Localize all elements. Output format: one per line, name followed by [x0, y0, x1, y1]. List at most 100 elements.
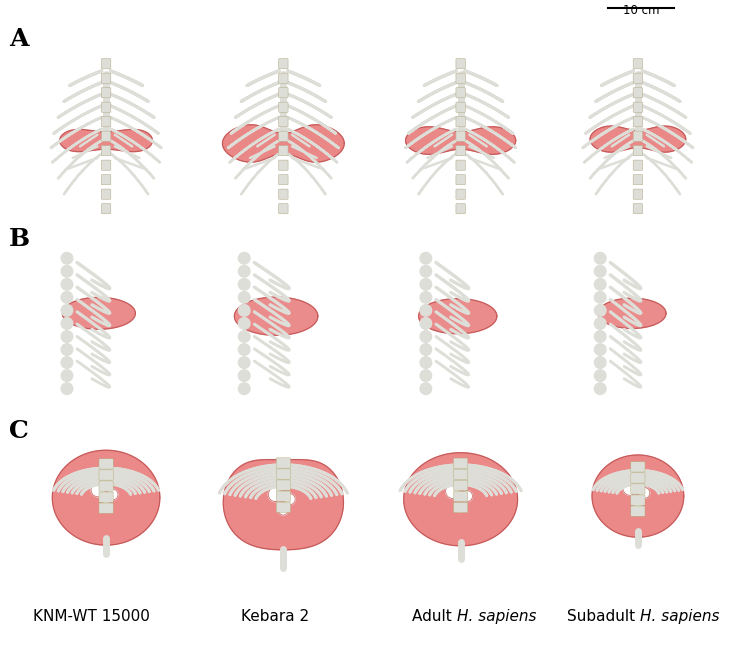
Circle shape — [107, 489, 118, 500]
Circle shape — [623, 481, 637, 495]
FancyBboxPatch shape — [456, 160, 465, 171]
Circle shape — [61, 305, 73, 316]
FancyBboxPatch shape — [633, 203, 643, 214]
Circle shape — [61, 344, 73, 355]
Text: A: A — [9, 27, 29, 51]
Circle shape — [594, 383, 606, 395]
Text: KNM-WT 15000: KNM-WT 15000 — [33, 609, 150, 625]
Polygon shape — [235, 297, 318, 335]
Circle shape — [594, 357, 606, 368]
FancyBboxPatch shape — [631, 484, 645, 494]
FancyBboxPatch shape — [99, 481, 113, 491]
Circle shape — [462, 490, 473, 502]
Circle shape — [238, 291, 250, 303]
FancyBboxPatch shape — [454, 469, 468, 479]
FancyBboxPatch shape — [633, 131, 643, 141]
FancyBboxPatch shape — [279, 117, 288, 127]
FancyBboxPatch shape — [99, 492, 113, 502]
FancyBboxPatch shape — [633, 145, 643, 156]
FancyBboxPatch shape — [276, 502, 290, 512]
FancyBboxPatch shape — [101, 117, 111, 127]
Circle shape — [638, 487, 649, 499]
Polygon shape — [405, 127, 516, 154]
Circle shape — [420, 383, 432, 395]
FancyBboxPatch shape — [631, 462, 645, 472]
Circle shape — [238, 278, 250, 290]
Circle shape — [61, 357, 73, 368]
Polygon shape — [223, 125, 345, 162]
FancyBboxPatch shape — [101, 73, 111, 83]
FancyBboxPatch shape — [101, 189, 111, 199]
Text: C: C — [9, 419, 29, 443]
FancyBboxPatch shape — [99, 470, 113, 480]
Polygon shape — [52, 450, 160, 545]
Circle shape — [61, 331, 73, 342]
Circle shape — [594, 344, 606, 355]
Polygon shape — [59, 129, 152, 152]
Text: H. sapiens: H. sapiens — [640, 609, 719, 625]
Polygon shape — [590, 126, 686, 152]
Circle shape — [420, 344, 432, 355]
Circle shape — [594, 370, 606, 381]
Circle shape — [594, 253, 606, 264]
Circle shape — [238, 318, 250, 329]
FancyBboxPatch shape — [456, 174, 465, 185]
FancyBboxPatch shape — [101, 102, 111, 112]
Circle shape — [420, 278, 432, 290]
FancyBboxPatch shape — [279, 174, 288, 185]
FancyBboxPatch shape — [454, 458, 468, 468]
Polygon shape — [598, 298, 666, 328]
Circle shape — [61, 291, 73, 303]
FancyBboxPatch shape — [633, 102, 643, 112]
Circle shape — [238, 253, 250, 264]
Circle shape — [594, 305, 606, 316]
Circle shape — [61, 253, 73, 264]
Circle shape — [420, 370, 432, 381]
FancyBboxPatch shape — [276, 480, 290, 490]
Circle shape — [61, 318, 73, 329]
Circle shape — [284, 494, 295, 505]
Circle shape — [279, 506, 288, 515]
FancyBboxPatch shape — [279, 160, 288, 171]
Polygon shape — [404, 453, 517, 546]
Circle shape — [594, 331, 606, 342]
FancyBboxPatch shape — [279, 131, 288, 141]
FancyBboxPatch shape — [631, 495, 645, 505]
FancyBboxPatch shape — [101, 131, 111, 141]
Circle shape — [238, 331, 250, 342]
FancyBboxPatch shape — [633, 189, 643, 199]
FancyBboxPatch shape — [456, 189, 465, 199]
FancyBboxPatch shape — [456, 131, 465, 141]
FancyBboxPatch shape — [101, 174, 111, 185]
FancyBboxPatch shape — [101, 59, 111, 69]
FancyBboxPatch shape — [101, 160, 111, 171]
FancyBboxPatch shape — [279, 88, 288, 98]
FancyBboxPatch shape — [101, 145, 111, 156]
FancyBboxPatch shape — [276, 491, 290, 501]
FancyBboxPatch shape — [456, 117, 465, 127]
Text: Adult: Adult — [412, 609, 457, 625]
Circle shape — [420, 253, 432, 264]
FancyBboxPatch shape — [633, 117, 643, 127]
FancyBboxPatch shape — [633, 59, 643, 69]
FancyBboxPatch shape — [279, 189, 288, 199]
Circle shape — [594, 278, 606, 290]
Circle shape — [101, 501, 111, 510]
Circle shape — [633, 499, 643, 509]
Polygon shape — [62, 297, 136, 329]
Circle shape — [594, 266, 606, 277]
Circle shape — [420, 291, 432, 303]
Circle shape — [594, 291, 606, 303]
Circle shape — [594, 318, 606, 329]
Circle shape — [238, 305, 250, 316]
FancyBboxPatch shape — [456, 59, 465, 69]
FancyBboxPatch shape — [456, 203, 465, 214]
Polygon shape — [224, 459, 344, 550]
FancyBboxPatch shape — [456, 73, 465, 83]
FancyBboxPatch shape — [454, 480, 468, 490]
FancyBboxPatch shape — [99, 459, 113, 469]
FancyBboxPatch shape — [456, 145, 465, 156]
Text: B: B — [9, 227, 30, 251]
Circle shape — [61, 278, 73, 290]
Circle shape — [238, 383, 250, 395]
